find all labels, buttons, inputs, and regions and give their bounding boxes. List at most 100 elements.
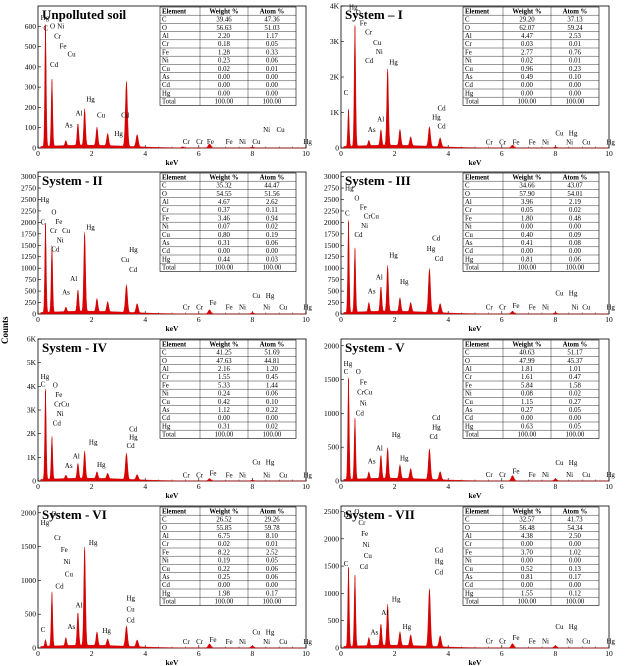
peak-label-hg: Hg bbox=[403, 623, 412, 631]
table-cell: 0.02 bbox=[569, 207, 581, 214]
peak-label-ni: Ni bbox=[361, 222, 368, 230]
peak-label-hg: Hg bbox=[569, 623, 578, 631]
table-cell: Ni bbox=[162, 558, 169, 565]
table-cell: 1.12 bbox=[218, 407, 230, 414]
table-cell: 0.31 bbox=[218, 423, 230, 430]
table-cell: 0.00 bbox=[266, 415, 278, 422]
table-cell: 0.00 bbox=[266, 90, 278, 97]
peak-label-hg: Hg bbox=[606, 638, 615, 646]
peak-label-ni: Ni bbox=[542, 138, 549, 146]
spectrum-area bbox=[343, 220, 609, 315]
peak-label-cd: Cd bbox=[121, 112, 130, 120]
table-cell: 100.00 bbox=[263, 265, 282, 272]
peak-label-cu: Cu bbox=[364, 552, 373, 560]
peak-label-al: Al bbox=[76, 110, 83, 118]
table-cell: 0.06 bbox=[266, 58, 278, 65]
table-header: Weight % bbox=[512, 174, 541, 181]
x-tick-label: 8 bbox=[251, 649, 255, 658]
peak-label-cd: Cd bbox=[126, 442, 135, 450]
peak-label-hg: Hg bbox=[435, 557, 444, 565]
peak-label-al: Al bbox=[73, 453, 80, 461]
peak-label-hg: Hg bbox=[569, 130, 578, 138]
peak-label-cd: Cd bbox=[126, 616, 135, 624]
table-cell: 0.01 bbox=[266, 66, 278, 73]
peak-label-hg: Hg bbox=[114, 130, 123, 138]
table-cell: C bbox=[162, 183, 167, 190]
y-tick-label: 200 bbox=[25, 103, 37, 112]
peak-label-cu: Cu bbox=[252, 628, 261, 636]
peak-label-c: C bbox=[344, 368, 349, 376]
table-cell: 54.34 bbox=[567, 525, 583, 532]
peak-label-hg: Hg bbox=[129, 246, 138, 254]
table-cell: 0.00 bbox=[218, 248, 230, 255]
y-tick-label: 2750 bbox=[21, 184, 36, 193]
peak-label-cr: Cr bbox=[183, 638, 191, 646]
table-cell: 100.00 bbox=[566, 265, 585, 272]
peak-label-hg: Hg bbox=[606, 471, 615, 479]
table-cell: 56.63 bbox=[216, 25, 232, 32]
table-cell: 0.10 bbox=[266, 399, 278, 406]
x-tick-label: 10 bbox=[605, 649, 613, 658]
table-cell: Total bbox=[465, 432, 479, 439]
table-cell: Cd bbox=[162, 582, 171, 589]
y-tick-label: 500 bbox=[25, 610, 37, 619]
peak-label-cd: Cd bbox=[432, 414, 441, 422]
table-cell: 29.20 bbox=[519, 17, 535, 24]
table-cell: 0.00 bbox=[218, 90, 230, 97]
table-cell: 3.46 bbox=[218, 215, 230, 222]
table-cell: 0.96 bbox=[521, 66, 533, 73]
chart-title: System - V bbox=[345, 340, 405, 355]
peak-label-cr: Cr bbox=[54, 32, 62, 40]
chart-title: System - III bbox=[345, 173, 411, 188]
table-cell: 0.37 bbox=[218, 207, 230, 214]
table-cell: 2.20 bbox=[218, 33, 230, 40]
peak-label-as: As bbox=[62, 288, 70, 296]
panel-system-3: 0 250 500 750 1000 1250 1500 1750 2000 2250 2500 27… bbox=[313, 166, 623, 332]
table-cell: 0.00 bbox=[569, 224, 581, 231]
y-tick-label: 250 bbox=[25, 298, 37, 307]
peak-label-c: C bbox=[41, 219, 46, 227]
y-tick-label: 5K bbox=[27, 358, 37, 367]
y-tick-label: 2000 bbox=[21, 508, 36, 517]
peak-label-cu: Cu bbox=[555, 130, 564, 138]
table-cell: 100.00 bbox=[566, 99, 585, 106]
peak-label-cu: Cu bbox=[279, 638, 288, 646]
table-cell: Ni bbox=[465, 58, 472, 65]
table-cell: 0.31 bbox=[218, 240, 230, 247]
table-header: Atom % bbox=[563, 341, 588, 348]
table-cell: 0.45 bbox=[266, 374, 278, 381]
peak-label-fe: Fe bbox=[210, 470, 217, 478]
y-tick-label: 1250 bbox=[21, 252, 36, 261]
panel-system-6: 0 500 1000 1500 2000 0 2 4 6 8 10 Hg O Cr Fe Ni Cu Cd C Hg A… bbox=[10, 500, 320, 666]
table-cell: 0.81 bbox=[521, 256, 533, 263]
table-cell: 32.57 bbox=[519, 517, 535, 524]
table-cell: 0.00 bbox=[521, 248, 533, 255]
y-tick-label: 400 bbox=[25, 62, 37, 71]
y-tick-label: 1000 bbox=[324, 409, 339, 418]
table-cell: 0.00 bbox=[569, 582, 581, 589]
table-header: Element bbox=[162, 508, 187, 515]
y-tick-label: 2500 bbox=[324, 507, 339, 516]
peak-label-hg: Hg bbox=[569, 459, 578, 467]
table-cell: C bbox=[465, 350, 470, 357]
peak-label-hg: Hg bbox=[427, 245, 436, 253]
table-header: Weight % bbox=[209, 8, 238, 15]
table-cell: Cd bbox=[465, 82, 474, 89]
table-cell: Fe bbox=[162, 382, 169, 389]
y-tick-label: 1500 bbox=[21, 241, 36, 250]
x-tick-label: 2 bbox=[393, 315, 397, 324]
table-cell: 0.06 bbox=[266, 574, 278, 581]
table-cell: 0.00 bbox=[266, 248, 278, 255]
spectrum-area bbox=[40, 389, 306, 482]
peak-label-cu: Cu bbox=[555, 290, 564, 298]
y-tick-label: 3K bbox=[330, 37, 340, 46]
peak-label-c: C bbox=[345, 210, 350, 218]
table-cell: 0.06 bbox=[266, 566, 278, 573]
table-cell: 0.00 bbox=[569, 558, 581, 565]
peak-label-ni: Ni bbox=[542, 638, 549, 646]
y-tick-label: 100 bbox=[25, 123, 37, 132]
table-header: Atom % bbox=[260, 508, 285, 515]
